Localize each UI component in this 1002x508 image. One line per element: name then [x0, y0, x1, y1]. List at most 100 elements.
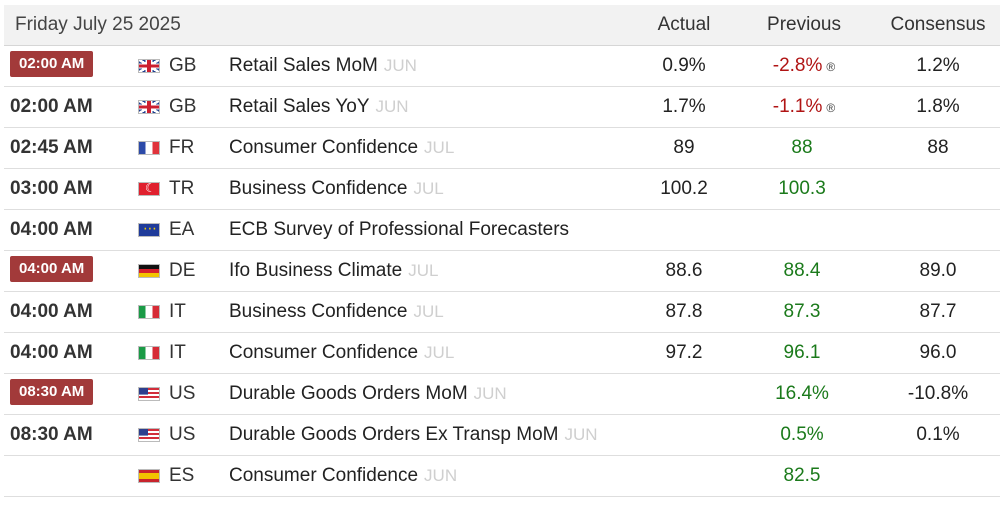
reference-period: JUL — [408, 261, 439, 280]
calendar-event-row[interactable]: 08:30 AM US Durable Goods Orders MoM JUN 16.… — [4, 374, 1000, 415]
event-name[interactable]: Business Confidence — [229, 178, 408, 199]
calendar-rows: 02:00 AM GB Retail Sales MoM JUN 0.9% -2.8% ® 1… — [4, 46, 1000, 497]
previous-column-header[interactable]: Previous — [767, 14, 841, 35]
country-code: IT — [169, 301, 186, 322]
consensus-value: 0.1% — [916, 424, 960, 445]
reference-period: JUL — [413, 179, 444, 198]
calendar-event-row[interactable]: 08:30 AM US Durable Goods Orders Ex Transp… — [4, 415, 1000, 456]
previous-cell — [744, 210, 864, 251]
ea-flag-icon — [138, 223, 160, 237]
calendar-event-row[interactable]: 02:45 AM FR Consumer Confidence JUL 89 88 88 — [4, 128, 1000, 169]
reference-period: JUN — [424, 466, 458, 485]
event-time — [10, 456, 106, 496]
event-name-link[interactable]: Consumer Confidence JUL — [229, 333, 454, 373]
event-name-link[interactable]: Retail Sales YoY JUN — [229, 87, 409, 127]
event-name[interactable]: Durable Goods Orders Ex Transp MoM — [229, 424, 559, 445]
event-name[interactable]: Durable Goods Orders MoM — [229, 383, 468, 404]
economic-calendar-table: Friday July 25 2025 Actual Previous Cons… — [4, 5, 1000, 497]
event-name-link[interactable]: Durable Goods Orders Ex Transp MoM JUN — [229, 415, 598, 455]
country-code: DE — [169, 260, 196, 281]
event-name[interactable]: Retail Sales YoY — [229, 96, 370, 117]
event-name[interactable]: Consumer Confidence — [229, 465, 419, 486]
reference-period: JUN — [473, 384, 507, 403]
calendar-event-row[interactable]: 04:00 AM EA ECB Survey of Professional For… — [4, 210, 1000, 251]
event-time: 04:00 AM — [10, 210, 106, 250]
country-code: US — [169, 424, 196, 445]
previous-value: -1.1% — [772, 96, 823, 117]
calendar-event-row[interactable]: 04:00 AM DE Ifo Business Climate JUL 88.6 88.… — [4, 251, 1000, 292]
consensus-value: 96.0 — [919, 342, 957, 363]
event-name[interactable]: Consumer Confidence — [229, 342, 419, 363]
previous-cell: -2.8% ® — [744, 46, 864, 87]
es-flag-icon — [138, 469, 160, 483]
calendar-event-row[interactable]: 04:00 AM IT Business Confidence JUL 87.8 87.3… — [4, 292, 1000, 333]
previous-value: 87.3 — [783, 301, 821, 322]
calendar-header-row: Friday July 25 2025 Actual Previous Cons… — [4, 5, 1000, 46]
actual-value: 87.8 — [665, 301, 703, 322]
consensus-column-header[interactable]: Consensus — [890, 14, 986, 35]
calendar-event-row[interactable]: ES Consumer Confidence JUN 82.5 — [4, 456, 1000, 497]
event-name[interactable]: Ifo Business Climate — [229, 260, 403, 281]
previous-cell: 82.5 — [744, 456, 864, 497]
previous-cell: 96.1 — [744, 333, 864, 374]
previous-value: 0.5% — [780, 424, 824, 445]
event-time-text: 04:00 AM — [10, 219, 93, 240]
event-name[interactable]: ECB Survey of Professional Forecasters — [229, 219, 570, 240]
gb-flag-icon — [138, 100, 160, 114]
previous-value: 88 — [791, 137, 813, 158]
de-flag-icon — [138, 264, 160, 278]
event-name-link[interactable]: Business Confidence JUL — [229, 292, 444, 332]
previous-cell: 88.4 — [744, 251, 864, 292]
event-name-link[interactable]: Ifo Business Climate JUL — [229, 251, 438, 291]
previous-value: -2.8% — [772, 55, 823, 76]
country-code: GB — [169, 55, 197, 76]
event-time-text: 08:30 AM — [10, 424, 93, 445]
country-code: TR — [169, 178, 195, 199]
it-flag-icon — [138, 346, 160, 360]
country-code: ES — [169, 465, 195, 486]
event-name-link[interactable]: Business Confidence JUL — [229, 169, 444, 209]
event-time-badge: 04:00 AM — [10, 256, 94, 283]
country-code: IT — [169, 342, 186, 363]
actual-column-header[interactable]: Actual — [657, 14, 711, 35]
event-time: 03:00 AM — [10, 169, 106, 209]
event-time-badge: 08:30 AM — [10, 379, 94, 406]
event-name-link[interactable]: Durable Goods Orders MoM JUN — [229, 374, 507, 414]
calendar-event-row[interactable]: 02:00 AM GB Retail Sales MoM JUN 0.9% -2.8% ® 1… — [4, 46, 1000, 87]
country-code: EA — [169, 219, 195, 240]
event-time: 02:00 AM — [10, 46, 106, 86]
actual-value: 97.2 — [665, 342, 703, 363]
previous-value: 88.4 — [783, 260, 821, 281]
fr-flag-icon — [138, 141, 160, 155]
tr-flag-icon — [138, 182, 160, 196]
us-flag-icon — [138, 387, 160, 401]
event-time: 08:30 AM — [10, 415, 106, 455]
previous-value: 100.3 — [778, 178, 826, 199]
actual-value: 100.2 — [660, 178, 708, 199]
event-name-link[interactable]: Consumer Confidence JUN — [229, 456, 457, 496]
previous-cell: 16.4% — [744, 374, 864, 415]
calendar-event-row[interactable]: 03:00 AM TR Business Confidence JUL 100.2 100… — [4, 169, 1000, 210]
event-name[interactable]: Business Confidence — [229, 301, 408, 322]
event-time-text: 04:00 AM — [10, 301, 93, 322]
revised-icon[interactable]: ® — [826, 60, 836, 74]
us-flag-icon — [138, 428, 160, 442]
calendar-event-row[interactable]: 02:00 AM GB Retail Sales YoY JUN 1.7% -1.1% ® 1… — [4, 87, 1000, 128]
event-name-link[interactable]: ECB Survey of Professional Forecasters — [229, 210, 575, 250]
event-time-text: 04:00 AM — [10, 342, 93, 363]
revised-icon[interactable]: ® — [826, 101, 836, 115]
actual-value: 0.9% — [662, 55, 706, 76]
event-time-badge: 02:00 AM — [10, 51, 94, 78]
event-name-link[interactable]: Retail Sales MoM JUN — [229, 46, 417, 86]
consensus-value: -10.8% — [907, 383, 969, 404]
event-name[interactable]: Retail Sales MoM — [229, 55, 378, 76]
calendar-event-row[interactable]: 04:00 AM IT Consumer Confidence JUL 97.2 96.1… — [4, 333, 1000, 374]
consensus-value: 87.7 — [919, 301, 957, 322]
event-time: 02:45 AM — [10, 128, 106, 168]
event-time: 04:00 AM — [10, 292, 106, 332]
previous-cell: 87.3 — [744, 292, 864, 333]
event-name[interactable]: Consumer Confidence — [229, 137, 419, 158]
event-time: 04:00 AM — [10, 251, 106, 291]
consensus-value: 89.0 — [919, 260, 957, 281]
event-name-link[interactable]: Consumer Confidence JUL — [229, 128, 454, 168]
